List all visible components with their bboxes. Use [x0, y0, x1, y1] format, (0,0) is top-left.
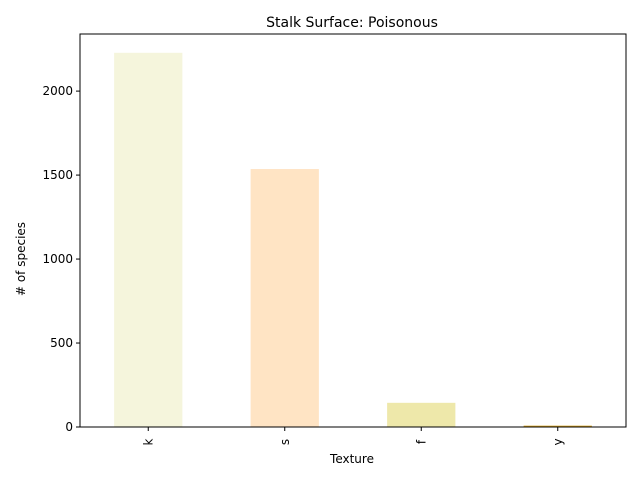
- x-tick-label-k: k: [141, 438, 155, 445]
- y-axis-label: # of species: [14, 222, 28, 296]
- x-tick-label-f: f: [414, 439, 428, 444]
- y-tick-label-0: 0: [65, 420, 73, 434]
- y-tick-label-500: 500: [50, 336, 73, 350]
- y-tick-label-1000: 1000: [42, 252, 73, 266]
- bar-y: [523, 425, 592, 427]
- chart-title: Stalk Surface: Poisonous: [266, 15, 438, 31]
- x-tick-label-s: s: [278, 439, 292, 445]
- bar-s: [250, 169, 319, 427]
- y-axis: 0 500 1000 1500 2000: [42, 84, 80, 434]
- x-tick-label-y: y: [551, 438, 565, 445]
- bar-k: [114, 52, 183, 428]
- y-tick-label-1500: 1500: [42, 168, 73, 182]
- plot-frame: [79, 33, 627, 428]
- y-tick-label-2000: 2000: [42, 84, 73, 98]
- bar-f: [387, 402, 456, 427]
- bars-group: [114, 52, 592, 428]
- x-axis-label: Texture: [329, 452, 374, 466]
